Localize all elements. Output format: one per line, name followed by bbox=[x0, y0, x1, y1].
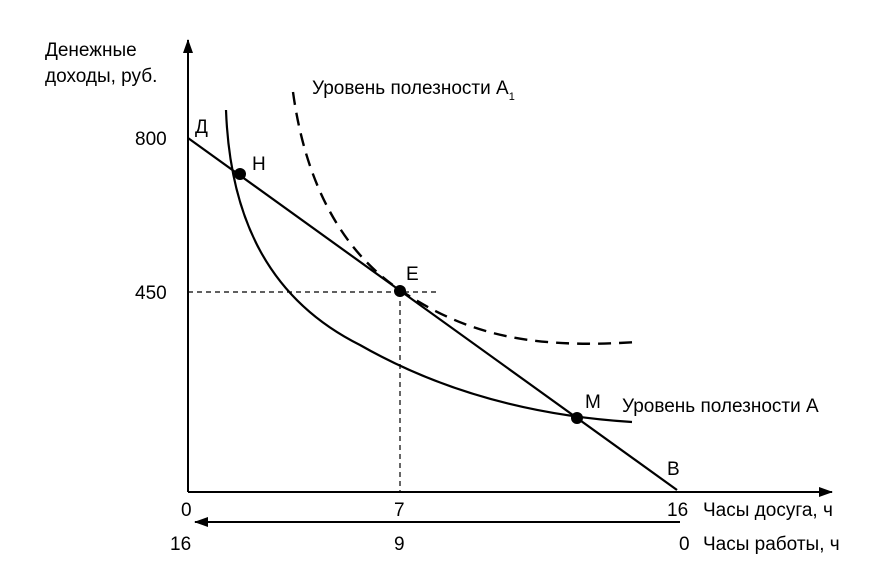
x-tick: 0 bbox=[181, 500, 192, 521]
y-axis-label: доходы, руб. bbox=[45, 66, 157, 87]
work-tick: 0 bbox=[679, 534, 690, 555]
work-tick: 9 bbox=[394, 534, 405, 555]
utility-curve-a1 bbox=[291, 91, 637, 345]
point-label: Д bbox=[195, 117, 208, 138]
y-tick: 450 bbox=[135, 283, 167, 304]
work-axis-label: Часы работы, ч bbox=[703, 534, 840, 555]
x-tick: 7 bbox=[394, 500, 405, 521]
curve-label: Уровень полезности A1 bbox=[312, 78, 515, 103]
work-tick: 16 bbox=[170, 534, 191, 555]
curve-label: Уровень полезности А bbox=[622, 396, 819, 417]
point-label: Н bbox=[252, 154, 266, 175]
y-axis-label: Денежные bbox=[45, 40, 137, 61]
budget-line bbox=[187, 137, 678, 491]
x-axis-label: Часы досуга, ч bbox=[703, 500, 833, 521]
curve-label-subscript: 1 bbox=[509, 91, 515, 103]
x-tick: 16 bbox=[667, 500, 688, 521]
utility-curve-a bbox=[224, 109, 633, 424]
point-h bbox=[234, 168, 246, 180]
point-label: Е bbox=[406, 264, 419, 285]
y-tick: 800 bbox=[135, 129, 167, 150]
point-label: М bbox=[585, 392, 601, 413]
curve-label-main: Уровень полезности A bbox=[312, 78, 509, 99]
point-label: В bbox=[667, 459, 680, 480]
point-e bbox=[394, 285, 406, 297]
point-m bbox=[571, 412, 583, 424]
